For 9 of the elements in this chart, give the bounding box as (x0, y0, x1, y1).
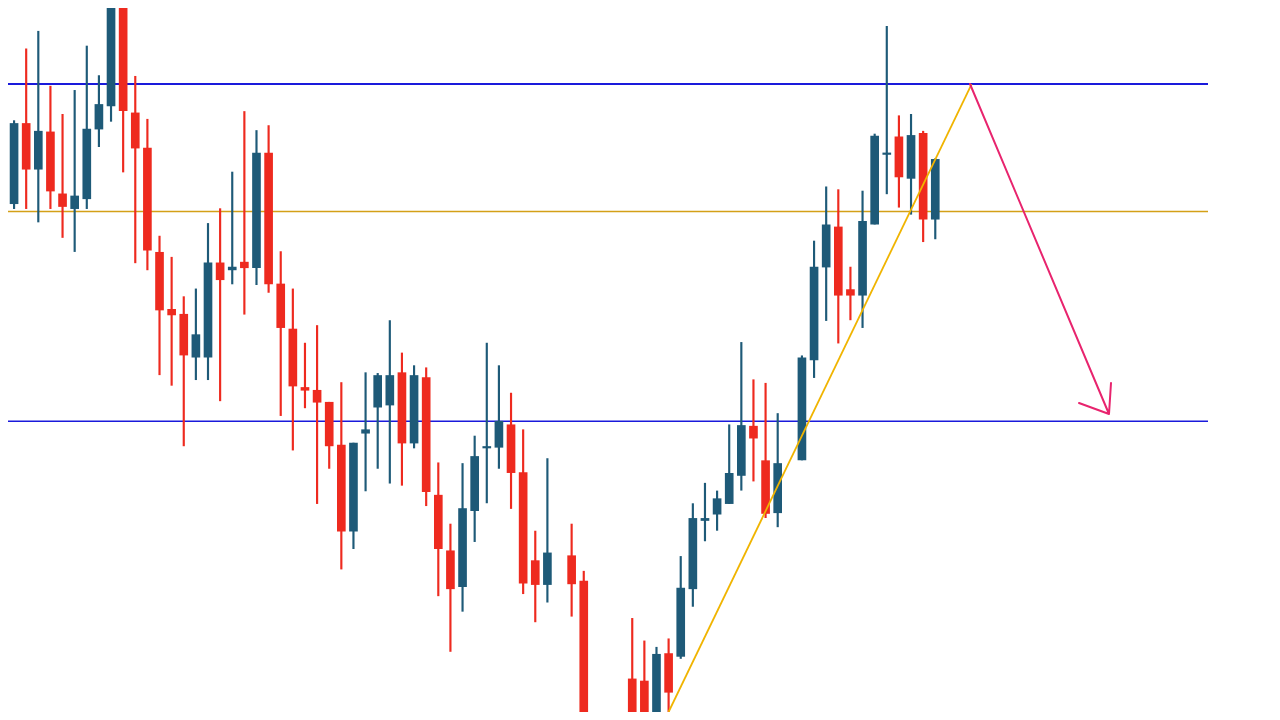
candlestick (240, 111, 249, 315)
candlestick (361, 372, 370, 492)
candlestick (846, 266, 855, 321)
candlestick (482, 342, 492, 504)
candlestick (58, 113, 67, 238)
candlestick (749, 379, 758, 482)
candlestick (227, 171, 237, 285)
candlestick (882, 25, 892, 195)
candlestick (446, 523, 455, 652)
